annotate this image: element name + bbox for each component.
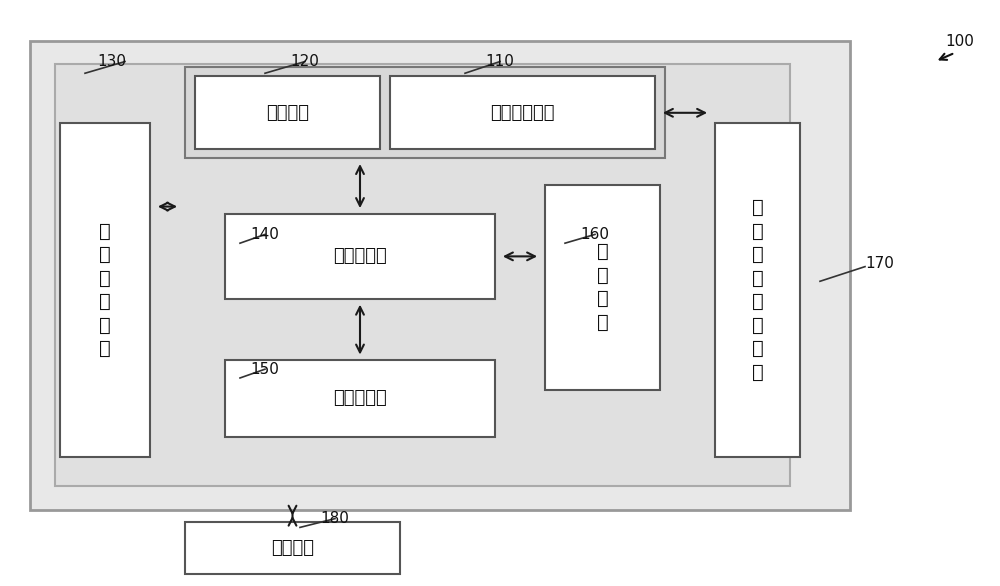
- FancyBboxPatch shape: [715, 123, 800, 457]
- Text: 100: 100: [946, 33, 974, 49]
- Text: 地磁控制器: 地磁控制器: [333, 247, 387, 265]
- FancyBboxPatch shape: [60, 123, 150, 457]
- Text: 170: 170: [866, 256, 894, 271]
- Text: 晶
振
单
元: 晶 振 单 元: [597, 243, 608, 332]
- FancyBboxPatch shape: [185, 67, 665, 158]
- FancyBboxPatch shape: [30, 41, 850, 510]
- Text: 180: 180: [321, 511, 349, 526]
- FancyBboxPatch shape: [185, 522, 400, 574]
- Text: 主控制器模块: 主控制器模块: [490, 104, 555, 122]
- Text: 地
锁
驱
动
电
路: 地 锁 驱 动 电 路: [99, 222, 111, 358]
- Text: 电源模块: 电源模块: [271, 539, 314, 557]
- FancyBboxPatch shape: [390, 76, 655, 149]
- FancyBboxPatch shape: [225, 360, 495, 437]
- Text: 无
线
数
据
上
传
单
元: 无 线 数 据 上 传 单 元: [752, 198, 763, 382]
- FancyBboxPatch shape: [545, 185, 660, 390]
- Text: 120: 120: [291, 54, 319, 69]
- Text: 110: 110: [486, 54, 514, 69]
- Text: 130: 130: [98, 54, 126, 69]
- Text: 蓝牙通信: 蓝牙通信: [266, 104, 309, 122]
- FancyBboxPatch shape: [225, 214, 495, 299]
- Text: 160: 160: [580, 227, 610, 242]
- Text: 地磁传感器: 地磁传感器: [333, 390, 387, 407]
- FancyBboxPatch shape: [195, 76, 380, 149]
- Text: 140: 140: [251, 227, 279, 242]
- Text: 150: 150: [251, 362, 279, 377]
- FancyBboxPatch shape: [55, 64, 790, 486]
